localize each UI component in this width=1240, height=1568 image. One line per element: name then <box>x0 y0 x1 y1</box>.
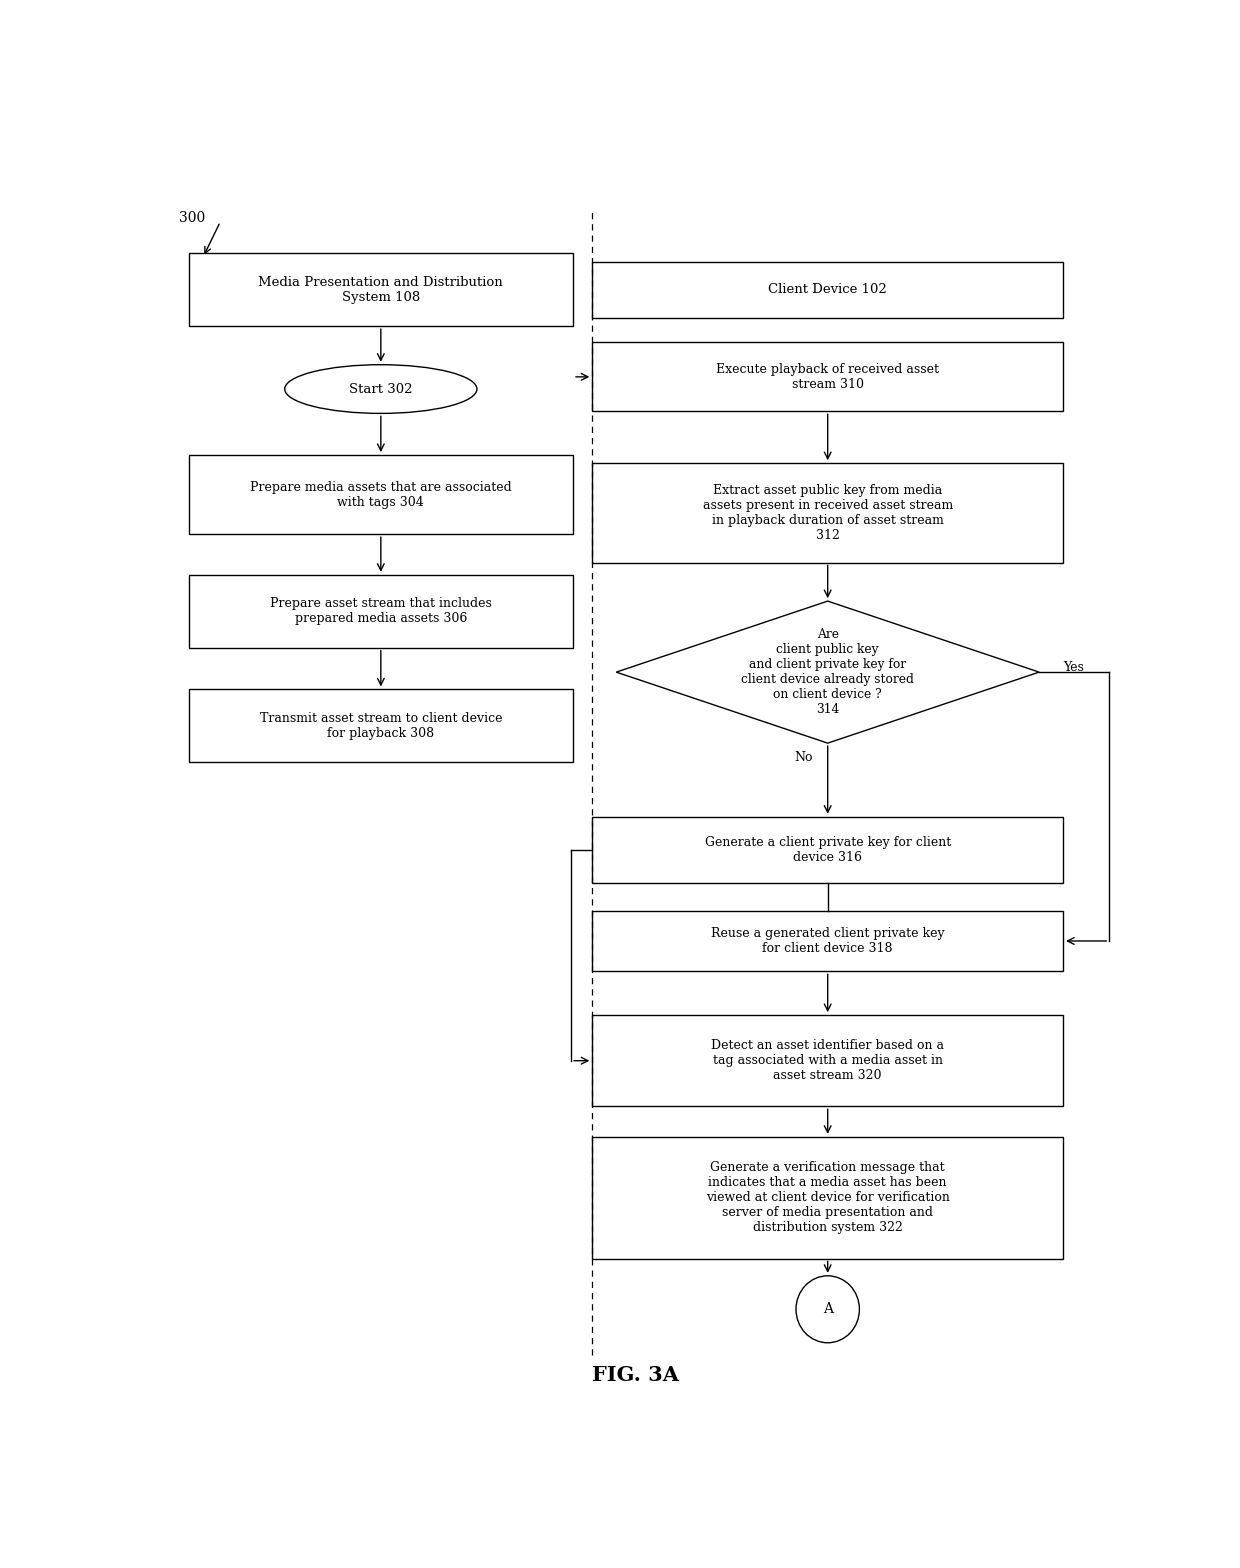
Text: 300: 300 <box>179 212 206 226</box>
FancyBboxPatch shape <box>188 455 573 535</box>
FancyBboxPatch shape <box>593 463 1063 563</box>
FancyBboxPatch shape <box>593 1014 1063 1107</box>
Text: A: A <box>822 1303 833 1316</box>
FancyBboxPatch shape <box>188 575 573 648</box>
FancyBboxPatch shape <box>188 252 573 326</box>
Polygon shape <box>616 601 1039 743</box>
Text: Are
client public key
and client private key for
client device already stored
on: Are client public key and client private… <box>742 629 914 717</box>
FancyBboxPatch shape <box>593 1137 1063 1259</box>
Text: Prepare asset stream that includes
prepared media assets 306: Prepare asset stream that includes prepa… <box>270 597 492 626</box>
Text: FIG. 3A: FIG. 3A <box>591 1366 680 1385</box>
FancyBboxPatch shape <box>593 262 1063 317</box>
FancyBboxPatch shape <box>593 817 1063 883</box>
Ellipse shape <box>285 365 477 414</box>
Text: Media Presentation and Distribution
System 108: Media Presentation and Distribution Syst… <box>258 276 503 304</box>
Text: Reuse a generated client private key
for client device 318: Reuse a generated client private key for… <box>711 927 945 955</box>
Text: Start 302: Start 302 <box>350 383 413 395</box>
Text: Client Device 102: Client Device 102 <box>769 284 887 296</box>
Text: Extract asset public key from media
assets present in received asset stream
in p: Extract asset public key from media asse… <box>703 485 952 543</box>
Text: Transmit asset stream to client device
for playback 308: Transmit asset stream to client device f… <box>259 712 502 740</box>
FancyBboxPatch shape <box>188 690 573 762</box>
Text: Prepare media assets that are associated
with tags 304: Prepare media assets that are associated… <box>250 480 512 508</box>
Text: Execute playback of received asset
stream 310: Execute playback of received asset strea… <box>717 362 939 390</box>
Text: Generate a client private key for client
device 316: Generate a client private key for client… <box>704 836 951 864</box>
Text: Yes: Yes <box>1063 660 1084 674</box>
Circle shape <box>796 1276 859 1342</box>
Text: Detect an asset identifier based on a
tag associated with a media asset in
asset: Detect an asset identifier based on a ta… <box>712 1040 944 1082</box>
Text: Generate a verification message that
indicates that a media asset has been
viewe: Generate a verification message that ind… <box>706 1162 950 1234</box>
Text: No: No <box>795 751 813 764</box>
FancyBboxPatch shape <box>593 342 1063 411</box>
FancyBboxPatch shape <box>593 911 1063 972</box>
